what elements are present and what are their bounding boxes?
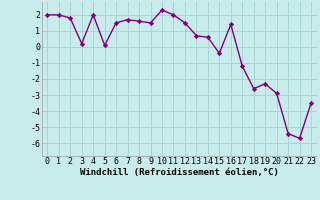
X-axis label: Windchill (Refroidissement éolien,°C): Windchill (Refroidissement éolien,°C) bbox=[80, 168, 279, 177]
